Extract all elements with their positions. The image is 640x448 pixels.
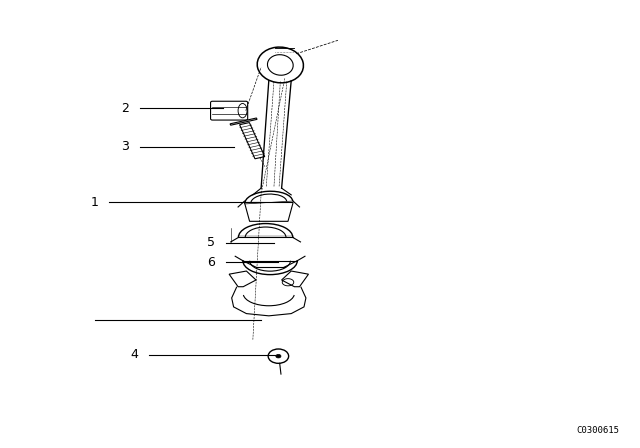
Text: 2: 2 xyxy=(121,102,129,115)
Text: 3: 3 xyxy=(121,140,129,154)
Polygon shape xyxy=(229,271,256,287)
Circle shape xyxy=(276,354,281,358)
Text: 1: 1 xyxy=(91,196,99,209)
Polygon shape xyxy=(282,271,308,287)
Text: 5: 5 xyxy=(207,236,215,250)
Text: C0300615: C0300615 xyxy=(577,426,620,435)
Polygon shape xyxy=(230,118,257,125)
Text: 6: 6 xyxy=(207,255,215,269)
Circle shape xyxy=(268,349,289,363)
Text: 4: 4 xyxy=(131,348,138,362)
Polygon shape xyxy=(239,123,265,159)
Polygon shape xyxy=(244,202,293,221)
